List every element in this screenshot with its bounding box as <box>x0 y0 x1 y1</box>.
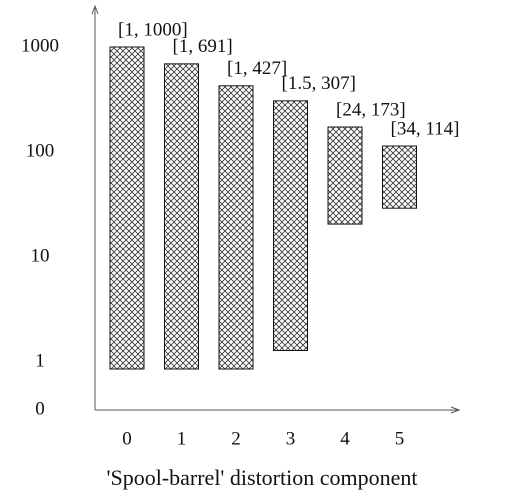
value-label: [34, 114] <box>391 118 460 139</box>
y-arrow <box>91 4 99 15</box>
value-label: [24, 173] <box>336 99 406 120</box>
x-tick-label: 3 <box>286 428 296 449</box>
bar <box>382 145 417 209</box>
y-tick-label: 0 <box>35 398 45 419</box>
y-tick-label: 1 <box>35 350 45 371</box>
x-tick-label: 1 <box>177 428 187 449</box>
x-axis-label: 'Spool-barrel' distortion component <box>107 465 418 490</box>
x-tick-label: 4 <box>340 428 350 449</box>
value-label: [1, 1000] <box>118 19 188 40</box>
y-tick-label: 100 <box>26 140 55 161</box>
x-tick-label: 2 <box>231 428 241 449</box>
bar <box>218 85 254 370</box>
bar <box>109 46 145 370</box>
x-arrow <box>450 406 461 414</box>
bar <box>164 63 199 370</box>
x-tick-label: 0 <box>122 428 132 449</box>
y-tick-label: 1000 <box>21 35 59 56</box>
y-tick-label: 10 <box>31 245 50 266</box>
bar <box>273 100 308 352</box>
x-tick-label: 5 <box>395 428 405 449</box>
value-label: [1, 427] <box>227 58 287 79</box>
value-label: [1.5, 307] <box>282 73 356 94</box>
value-label: [1, 691] <box>173 36 233 57</box>
bar <box>327 126 363 225</box>
